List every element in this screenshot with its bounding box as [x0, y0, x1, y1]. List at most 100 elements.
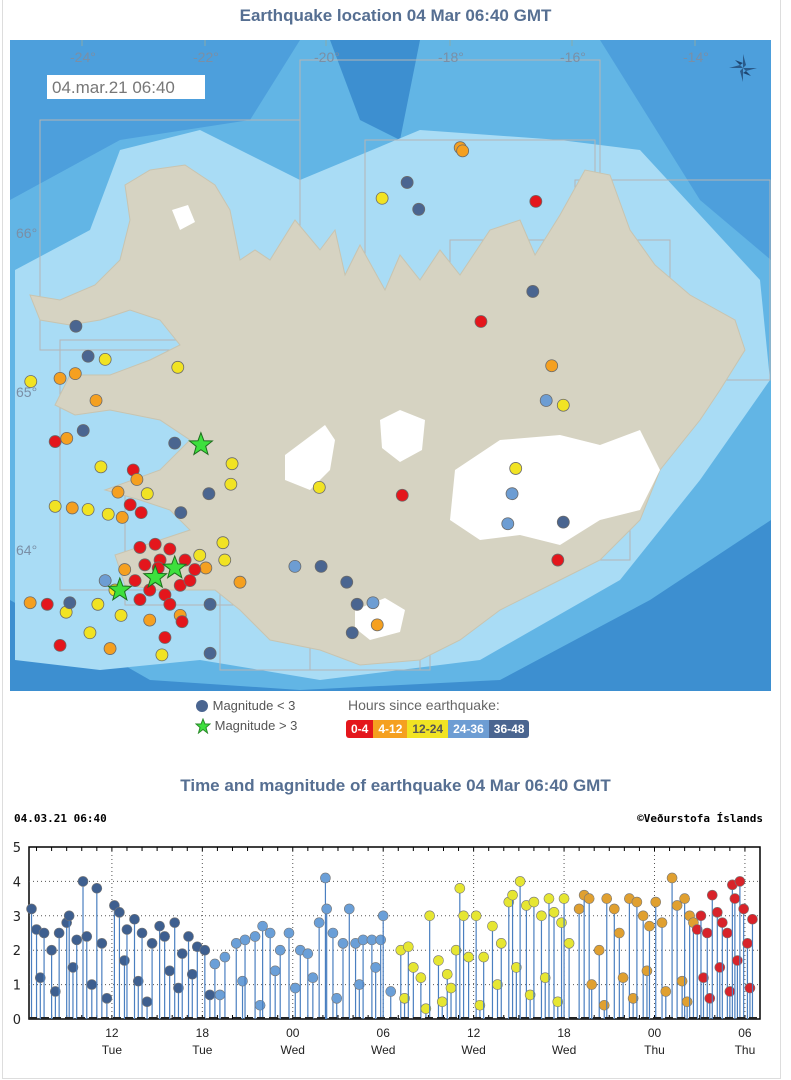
- earthquake-point[interactable]: [377, 910, 389, 922]
- earthquake-marker[interactable]: [63, 596, 77, 610]
- large-earthquake-star[interactable]: [161, 554, 188, 579]
- earthquake-point[interactable]: [239, 934, 251, 946]
- earthquake-point[interactable]: [627, 993, 639, 1004]
- earthquake-point[interactable]: [186, 968, 198, 980]
- earthquake-point[interactable]: [35, 972, 46, 984]
- earthquake-point[interactable]: [283, 927, 295, 939]
- earthquake-point[interactable]: [433, 955, 444, 966]
- earthquake-point[interactable]: [593, 944, 605, 956]
- earthquake-marker[interactable]: [526, 285, 540, 298]
- earthquake-point[interactable]: [644, 920, 655, 932]
- earthquake-point[interactable]: [650, 896, 662, 908]
- earthquake-point[interactable]: [354, 979, 365, 990]
- earthquake-marker[interactable]: [509, 462, 523, 475]
- earthquake-marker[interactable]: [203, 646, 217, 660]
- earthquake-point[interactable]: [77, 876, 89, 887]
- earthquake-point[interactable]: [146, 938, 158, 949]
- earthquake-point[interactable]: [524, 989, 536, 1001]
- earthquake-marker[interactable]: [203, 597, 217, 611]
- earthquake-point[interactable]: [331, 993, 343, 1004]
- earthquake-marker[interactable]: [456, 144, 470, 158]
- earthquake-point[interactable]: [556, 917, 567, 928]
- earthquake-point[interactable]: [50, 986, 61, 997]
- earthquake-point[interactable]: [375, 934, 386, 946]
- earthquake-point[interactable]: [114, 907, 125, 918]
- earthquake-point[interactable]: [463, 951, 474, 963]
- earthquake-point[interactable]: [614, 927, 625, 939]
- earthquake-point[interactable]: [199, 944, 211, 956]
- earthquake-point[interactable]: [641, 965, 653, 977]
- earthquake-marker[interactable]: [224, 477, 238, 491]
- earthquake-marker[interactable]: [91, 597, 105, 611]
- earthquake-point[interactable]: [450, 944, 462, 956]
- earthquake-point[interactable]: [695, 910, 707, 922]
- earthquake-point[interactable]: [173, 982, 184, 994]
- earthquake-point[interactable]: [67, 962, 79, 973]
- earthquake-point[interactable]: [495, 938, 507, 949]
- earthquake-marker[interactable]: [168, 436, 182, 450]
- earthquake-point[interactable]: [679, 893, 690, 904]
- earthquake-marker[interactable]: [143, 613, 157, 627]
- earthquake-point[interactable]: [399, 993, 410, 1004]
- earthquake-point[interactable]: [722, 927, 733, 939]
- earthquake-marker[interactable]: [60, 431, 74, 445]
- large-earthquake-star[interactable]: [107, 576, 133, 601]
- earthquake-marker[interactable]: [111, 485, 125, 499]
- earthquake-point[interactable]: [237, 975, 248, 987]
- earthquake-point[interactable]: [478, 951, 489, 963]
- earthquake-map[interactable]: -24° -22° -20° -18° -16° -14° 66° 65° 64° 04.mar…: [10, 40, 771, 691]
- earthquake-point[interactable]: [96, 938, 108, 949]
- earthquake-marker[interactable]: [370, 618, 384, 632]
- earthquake-point[interactable]: [474, 999, 486, 1011]
- earthquake-point[interactable]: [264, 927, 276, 939]
- earthquake-marker[interactable]: [81, 349, 95, 363]
- earthquake-point[interactable]: [403, 941, 414, 953]
- earthquake-point[interactable]: [176, 948, 188, 959]
- earthquake-point[interactable]: [313, 917, 325, 928]
- earthquake-point[interactable]: [558, 893, 570, 904]
- earthquake-point[interactable]: [26, 903, 37, 915]
- earthquake-point[interactable]: [536, 910, 547, 922]
- earthquake-marker[interactable]: [148, 537, 162, 551]
- earthquake-point[interactable]: [327, 927, 339, 939]
- earthquake-point[interactable]: [539, 972, 551, 984]
- earthquake-point[interactable]: [441, 968, 453, 980]
- earthquake-marker[interactable]: [48, 499, 62, 513]
- earthquake-marker[interactable]: [123, 498, 137, 512]
- earthquake-point[interactable]: [586, 979, 597, 990]
- earthquake-point[interactable]: [370, 962, 381, 973]
- earthquake-point[interactable]: [732, 955, 743, 966]
- earthquake-point[interactable]: [219, 951, 231, 963]
- earthquake-point[interactable]: [274, 944, 286, 956]
- earthquake-marker[interactable]: [178, 553, 192, 567]
- earthquake-marker[interactable]: [163, 597, 177, 611]
- earthquake-marker[interactable]: [556, 398, 570, 412]
- earthquake-point[interactable]: [420, 1003, 432, 1014]
- earthquake-marker[interactable]: [474, 315, 488, 328]
- earthquake-point[interactable]: [681, 996, 693, 1008]
- earthquake-point[interactable]: [507, 889, 518, 901]
- earthquake-point[interactable]: [119, 955, 130, 966]
- earthquake-point[interactable]: [548, 907, 560, 918]
- earthquake-point[interactable]: [487, 920, 498, 932]
- earthquake-point[interactable]: [204, 989, 216, 1001]
- earthquake-point[interactable]: [637, 910, 649, 922]
- earthquake-marker[interactable]: [133, 541, 147, 554]
- earthquake-marker[interactable]: [76, 424, 90, 437]
- earthquake-point[interactable]: [666, 872, 678, 884]
- earthquake-point[interactable]: [81, 931, 93, 942]
- earthquake-marker[interactable]: [155, 648, 169, 662]
- earthquake-point[interactable]: [53, 927, 65, 939]
- earthquake-marker[interactable]: [551, 553, 565, 567]
- earthquake-marker[interactable]: [314, 559, 328, 573]
- earthquake-point[interactable]: [701, 927, 713, 939]
- earthquake-marker[interactable]: [312, 480, 326, 494]
- earthquake-marker[interactable]: [69, 319, 83, 333]
- earthquake-marker[interactable]: [529, 194, 543, 208]
- earthquake-point[interactable]: [631, 896, 643, 908]
- earthquake-marker[interactable]: [158, 631, 172, 644]
- earthquake-marker[interactable]: [501, 517, 515, 531]
- earthquake-marker[interactable]: [83, 626, 97, 640]
- earthquake-point[interactable]: [601, 893, 613, 904]
- earthquake-marker[interactable]: [101, 507, 115, 521]
